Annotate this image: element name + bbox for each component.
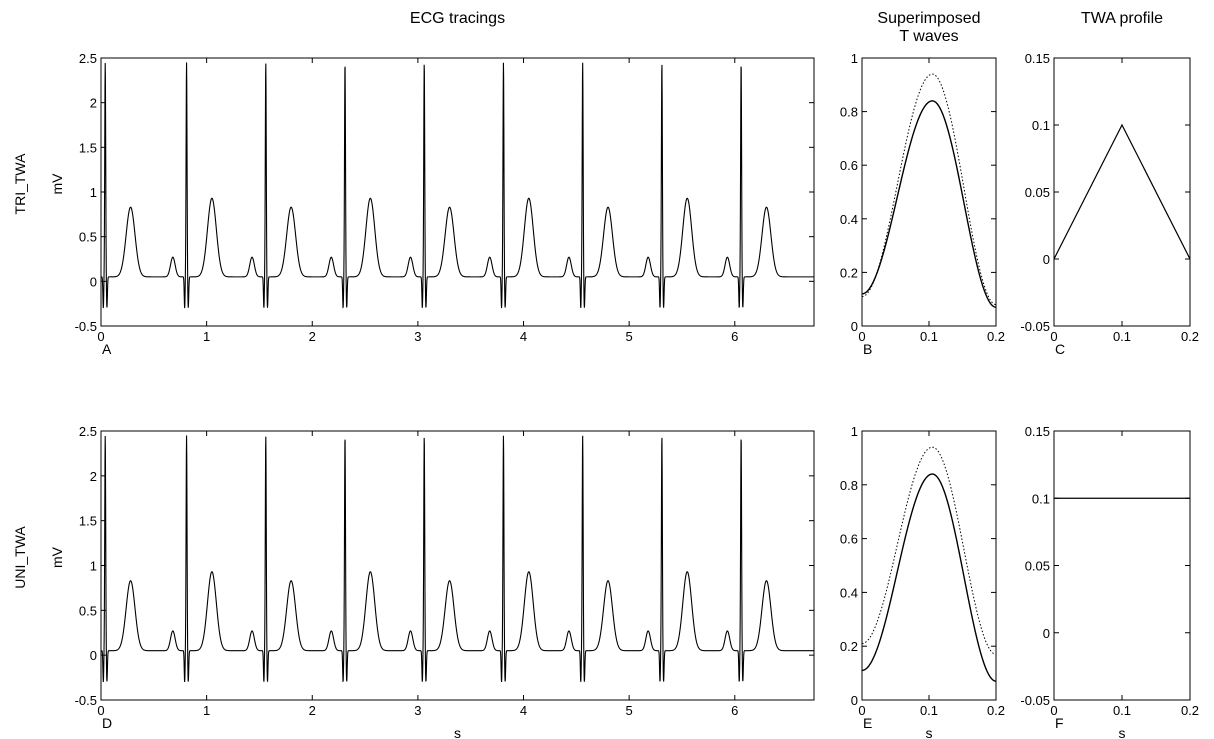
x-tick-label: 0.2 bbox=[987, 329, 1005, 344]
y-tick-label: 1 bbox=[90, 185, 97, 200]
x-tick-label: 0 bbox=[858, 329, 865, 344]
y-axis-label: mV bbox=[49, 546, 65, 568]
x-tick-label: 5 bbox=[626, 703, 633, 718]
y-tick-label: 0 bbox=[90, 648, 97, 663]
y-tick-label: 0 bbox=[851, 693, 858, 708]
x-tick-label: 4 bbox=[520, 703, 527, 718]
y-tick-label: 0.4 bbox=[840, 585, 858, 600]
y-tick-label: 0.1 bbox=[1032, 118, 1050, 133]
x-tick-label: 0 bbox=[97, 329, 104, 344]
x-tick-label: 2 bbox=[309, 703, 316, 718]
panel-title: ECG tracings bbox=[410, 10, 505, 27]
x-tick-label: 3 bbox=[414, 329, 421, 344]
x-tick-label: 4 bbox=[520, 329, 527, 344]
x-axis-label: s bbox=[1119, 725, 1126, 739]
y-tick-label: 2 bbox=[90, 96, 97, 111]
y-tick-label: 2.5 bbox=[79, 424, 97, 439]
ecg-trace bbox=[101, 435, 814, 683]
panel-letter: C bbox=[1055, 341, 1065, 357]
y-tick-label: 0.8 bbox=[840, 105, 858, 120]
x-tick-label: 6 bbox=[731, 329, 738, 344]
x-tick-label: 0.1 bbox=[920, 329, 938, 344]
y-tick-label: 0 bbox=[1043, 626, 1050, 641]
y-tick-label: -0.5 bbox=[75, 319, 97, 334]
x-tick-label: 0.1 bbox=[920, 703, 938, 718]
x-tick-label: 0 bbox=[1050, 703, 1057, 718]
alternate-t-wave bbox=[862, 446, 996, 655]
y-tick-label: 0.8 bbox=[840, 478, 858, 493]
axes-frame bbox=[1053, 430, 1191, 701]
panel-e: 0 0.1 0.2 0 0.2 0.4 0.6 0.8 1 Es bbox=[840, 424, 1005, 739]
row-label: TRI_TWA bbox=[12, 153, 28, 215]
axes-frame bbox=[861, 430, 997, 701]
x-tick-label: 0.2 bbox=[987, 703, 1005, 718]
y-tick-label: 2.5 bbox=[79, 51, 97, 66]
x-tick-label: 0 bbox=[97, 703, 104, 718]
alternate-t-wave bbox=[862, 73, 996, 306]
y-tick-label: 0.2 bbox=[840, 639, 858, 654]
y-tick-label: 0.2 bbox=[840, 265, 858, 280]
y-tick-label: 0.05 bbox=[1025, 559, 1050, 574]
panel-title: TWA profile bbox=[1081, 10, 1163, 27]
x-tick-label: 1 bbox=[203, 329, 210, 344]
y-tick-label: 0.1 bbox=[1032, 491, 1050, 506]
x-tick-label: 6 bbox=[731, 703, 738, 718]
y-tick-label: 0 bbox=[851, 319, 858, 334]
axes-frame bbox=[1053, 57, 1191, 327]
y-tick-label: 0.5 bbox=[79, 603, 97, 618]
x-tick-label: 0.1 bbox=[1113, 329, 1131, 344]
panel-letter: E bbox=[863, 715, 872, 731]
y-tick-label: 0.15 bbox=[1025, 424, 1050, 439]
y-tick-label: 0.05 bbox=[1025, 185, 1050, 200]
y-tick-label: 1 bbox=[851, 51, 858, 66]
ecg-trace bbox=[101, 62, 814, 309]
y-tick-label: 0 bbox=[1043, 252, 1050, 267]
panel-letter: A bbox=[102, 341, 112, 357]
y-tick-label: -0.05 bbox=[1020, 693, 1050, 708]
x-tick-label: 0.2 bbox=[1181, 329, 1199, 344]
y-tick-label: 0.6 bbox=[840, 158, 858, 173]
y-tick-label: 0.15 bbox=[1025, 51, 1050, 66]
x-tick-label: 2 bbox=[309, 329, 316, 344]
y-axis-label: mV bbox=[49, 173, 65, 195]
y-tick-label: 0.4 bbox=[840, 212, 858, 227]
y-tick-label: 1 bbox=[90, 559, 97, 574]
y-tick-label: 1.5 bbox=[79, 514, 97, 529]
panel-title: Superimposed bbox=[877, 10, 980, 27]
x-tick-label: 1 bbox=[203, 703, 210, 718]
y-tick-label: 0.6 bbox=[840, 532, 858, 547]
y-tick-label: -0.5 bbox=[75, 693, 97, 708]
panel-letter: F bbox=[1055, 715, 1064, 731]
x-tick-label: 0 bbox=[1050, 329, 1057, 344]
axes-frame bbox=[861, 57, 997, 327]
panel-title: T waves bbox=[899, 28, 958, 45]
panel-letter: D bbox=[102, 715, 112, 731]
mean-t-wave bbox=[862, 473, 996, 682]
y-tick-label: 2 bbox=[90, 469, 97, 484]
y-tick-label: -0.05 bbox=[1020, 319, 1050, 334]
axes-frame bbox=[100, 430, 815, 701]
x-axis-label: s bbox=[454, 725, 461, 739]
axes-frame bbox=[100, 57, 815, 327]
x-tick-label: 5 bbox=[626, 329, 633, 344]
panel-letter: B bbox=[863, 341, 872, 357]
y-tick-label: 0.5 bbox=[79, 230, 97, 245]
mean-t-wave bbox=[862, 100, 996, 308]
y-tick-label: 0 bbox=[90, 274, 97, 289]
x-tick-label: 0.1 bbox=[1113, 703, 1131, 718]
x-tick-label: 0 bbox=[858, 703, 865, 718]
x-tick-label: 0.2 bbox=[1181, 703, 1199, 718]
x-axis-label: s bbox=[926, 725, 933, 739]
twa-profile-line bbox=[1054, 123, 1190, 260]
y-tick-label: 1.5 bbox=[79, 140, 97, 155]
row-label: UNI_TWA bbox=[12, 526, 28, 589]
y-tick-label: 1 bbox=[851, 424, 858, 439]
x-tick-label: 3 bbox=[414, 703, 421, 718]
